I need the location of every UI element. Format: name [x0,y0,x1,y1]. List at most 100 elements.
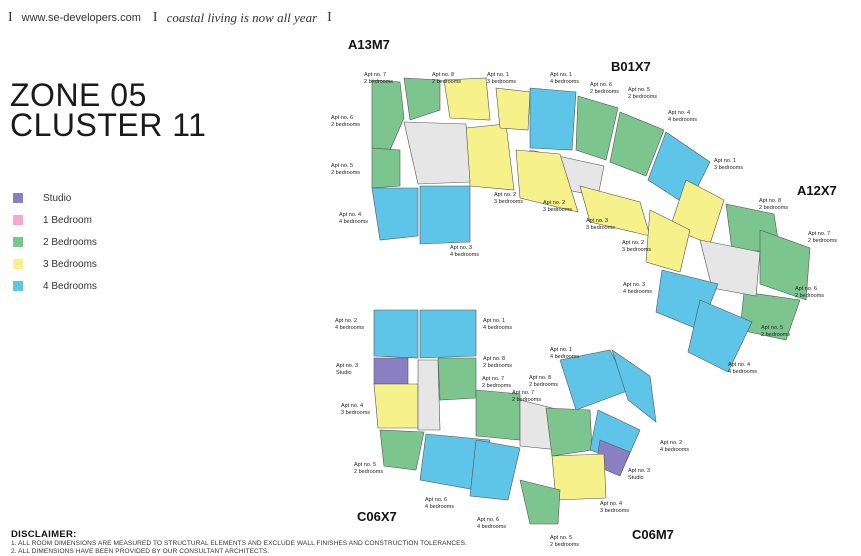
apartment-label: Apt no. 3 Studio [336,363,359,376]
legend-item-2-bedrooms: 2 Bedrooms [13,231,97,253]
legend-label: 1 Bedroom [43,214,92,226]
header-separator: I [327,10,332,25]
disclaimer-heading: DISCLAIMER: [11,529,77,540]
cluster-label-c06x7: C06X7 [357,509,397,524]
cluster-title: CLUSTER 11 [10,107,207,143]
unit-2-bed [403,77,441,121]
unit-4-bed [419,309,477,359]
legend-swatch [13,215,23,225]
apartment-label: Apt no. 3 Studio [628,468,651,481]
legend-item-4-bedrooms: 4 Bedrooms [13,275,97,297]
unit-2-bed [371,147,401,189]
unit-2-bed [371,79,405,151]
legend-label: Studio [43,192,72,204]
unit-core [403,121,471,185]
unit-core [699,239,761,297]
disclaimer-line: 2. ALL DIMENSIONS HAVE BEEN PROVIDED BY … [11,548,270,555]
cluster-label-c06m7: C06M7 [632,527,674,542]
legend-label: 4 Bedrooms [43,280,97,292]
unit-2-bed [545,407,593,457]
page-title: ZONE 05 CLUSTER 11 [10,77,207,143]
unit-2-bed [519,479,561,525]
unit-3-bed [551,453,607,501]
legend-swatch [13,193,23,203]
unit-3-bed [515,149,579,213]
unit-4-bed [529,87,577,151]
unit-4-bed [419,185,471,245]
unit-4-bed [687,299,753,373]
cluster-label-b01x7: B01X7 [611,59,651,74]
header-separator: I [8,10,13,25]
unit-4-bed [373,309,419,359]
unit-type-legend: Studio 1 Bedroom 2 Bedrooms 3 Bedrooms 4… [13,187,97,297]
unit-3-bed [373,383,419,429]
unit-2-bed [575,95,619,161]
legend-swatch [13,259,23,269]
unit-3-bed [465,123,515,191]
unit-3-bed [645,209,691,273]
legend-swatch [13,281,23,291]
header-bar: I www.se-developers.com I coastal living… [8,8,341,28]
legend-item-1-bedroom: 1 Bedroom [13,209,97,231]
unit-2-bed [379,429,425,471]
unit-4-bed [371,187,419,241]
legend-label: 2 Bedrooms [43,236,97,248]
header-separator: I [152,10,158,25]
unit-4-bed [469,439,521,501]
unit-2-bed [609,111,665,177]
unit-2-bed [759,229,811,301]
unit-4-bed [611,349,657,423]
unit-3-bed [443,77,491,121]
unit-2-bed [437,357,477,401]
cluster-label-a13m7: A13M7 [348,37,390,52]
disclaimer: DISCLAIMER: 1. ALL ROOM DIMENSIONS ARE M… [11,529,571,556]
zone-title: ZONE 05 [10,77,147,113]
unit-3-bed [495,87,531,131]
website-url[interactable]: www.se-developers.com [21,12,141,24]
legend-item-studio: Studio [13,187,97,209]
legend-item-3-bedrooms: 3 Bedrooms [13,253,97,275]
disclaimer-line: 1. ALL ROOM DIMENSIONS ARE MEASURED TO S… [11,540,467,547]
unit-studio [373,357,409,385]
legend-swatch [13,237,23,247]
cluster-label-a12x7: A12X7 [797,183,837,198]
tagline: coastal living is now all year [166,10,318,25]
